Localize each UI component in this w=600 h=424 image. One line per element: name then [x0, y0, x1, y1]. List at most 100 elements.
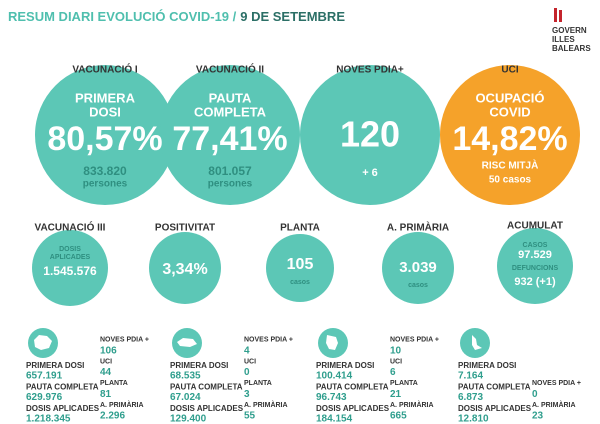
island-label: PAUTA COMPLETA: [458, 383, 531, 392]
kpi-unit: casos: [408, 282, 428, 289]
island-value: 629.976: [26, 392, 63, 403]
kpi-value: 1.545.576: [43, 264, 97, 278]
kpi-heading: COVID: [489, 104, 530, 119]
logo-icon: [554, 8, 557, 22]
kpi-heading: OCUPACIÓ: [475, 90, 544, 105]
kpi-risk: RISC MITJÀ: [482, 159, 539, 172]
island-label: DOSIS APLICADES: [316, 404, 390, 413]
island-value: 81: [100, 389, 112, 400]
island-value: 3: [244, 389, 250, 400]
island-label: PAUTA COMPLETA: [316, 383, 389, 392]
island-label: A. PRIMÀRIA: [244, 400, 288, 409]
kpi-heading: DOSIS: [59, 246, 81, 253]
kpi-count: 833.820: [83, 164, 127, 178]
island-value: 12.810: [458, 414, 489, 424]
kpi-circle: [149, 232, 221, 304]
title: RESUM DIARI EVOLUCIÓ COVID-19 /9 DE SETE…: [8, 9, 345, 24]
island-value: 23: [532, 411, 544, 422]
kpi-label: UCI: [501, 65, 518, 76]
island-shape: [472, 335, 482, 350]
kpi-value: 932 (+1): [514, 276, 556, 288]
island-label: PLANTA: [100, 380, 128, 387]
island-value: 106: [100, 346, 117, 357]
island-value: 96.743: [316, 392, 347, 403]
kpi-label: PLANTA: [280, 223, 320, 234]
island-label: PLANTA: [390, 380, 418, 387]
island-label: PRIMERA DOSI: [170, 361, 228, 370]
kpi-value: 77,41%: [172, 120, 287, 158]
island-label: DOSIS APLICADES: [458, 404, 532, 413]
island-label: PAUTA COMPLETA: [170, 383, 243, 392]
kpi-value: 105: [287, 256, 314, 273]
island-value: 68.535: [170, 371, 201, 382]
kpi-circle: [32, 230, 108, 306]
date: 9 DE SETEMBRE: [240, 9, 345, 24]
kpi-sub-label: DEFUNCIONS: [512, 265, 559, 272]
kpi-label: VACUNACIÓ I: [72, 63, 138, 76]
kpi-label: A. PRIMÀRIA: [387, 221, 449, 234]
kpi-value: 3,34%: [162, 261, 207, 278]
island-value: 10: [390, 346, 402, 357]
island-label: NOVES PDIA +: [532, 380, 581, 387]
island-label: PRIMERA DOSI: [316, 361, 374, 370]
title-text: RESUM DIARI EVOLUCIÓ COVID-19 /: [8, 9, 237, 24]
kpi-label: NOVES PDIA+: [336, 65, 404, 76]
kpi-circle: [382, 232, 454, 304]
island-label: NOVES PDIA +: [390, 337, 439, 344]
logo-text: ILLES: [552, 35, 575, 44]
island-value: 0: [244, 367, 250, 378]
logo: GOVERN ILLES BALEARS: [552, 8, 591, 53]
logo-text: GOVERN: [552, 26, 587, 35]
island-value: 67.024: [170, 392, 201, 403]
kpi-label: POSITIVITAT: [155, 223, 215, 234]
island-value: 1.218.345: [26, 414, 71, 424]
island-label: UCI: [244, 358, 256, 365]
island-label: A. PRIMÀRIA: [390, 400, 434, 409]
island-value: 55: [244, 411, 256, 422]
island-shape: [326, 335, 338, 350]
kpi-heading: PRIMERA: [75, 90, 136, 105]
island-value: 657.191: [26, 371, 63, 382]
kpi-change: + 6: [362, 167, 378, 179]
kpi-circle: [266, 234, 334, 302]
kpi-heading: DOSI: [89, 104, 121, 119]
island-shape: [34, 335, 52, 350]
island-value: 665: [390, 411, 407, 422]
logo-text: BALEARS: [552, 44, 591, 53]
island-value: 129.400: [170, 414, 207, 424]
island-label: PLANTA: [244, 380, 272, 387]
island-label: DOSIS APLICADES: [26, 404, 100, 413]
kpi-circle: [440, 65, 580, 205]
kpi-count: 801.057: [208, 164, 252, 178]
island-label: NOVES PDIA +: [244, 337, 293, 344]
kpi-circle: [497, 228, 573, 304]
kpi-label: ACUMULAT: [507, 221, 563, 232]
kpi-value: 120: [340, 114, 400, 155]
kpi-cases: 50 casos: [489, 175, 532, 186]
kpi-label: VACUNACIÓ II: [196, 63, 264, 76]
island-value: 184.154: [316, 414, 353, 424]
island-value: 6: [390, 367, 396, 378]
island-label: PAUTA COMPLETA: [26, 383, 99, 392]
kpi-circle: [300, 65, 440, 205]
kpi-value: 14,82%: [452, 120, 567, 158]
island-value: 100.414: [316, 371, 353, 382]
island-value: 2.296: [100, 411, 125, 422]
island-value: 7.164: [458, 371, 483, 382]
island-shape: [177, 338, 197, 347]
kpi-unit: persones: [83, 179, 128, 190]
kpi-circle: [35, 65, 175, 205]
logo-icon: [559, 10, 562, 22]
island-value: 0: [532, 389, 538, 400]
island-value: 21: [390, 389, 402, 400]
island-value: 44: [100, 367, 112, 378]
kpi-unit: persones: [208, 179, 253, 190]
island-label: UCI: [100, 358, 112, 365]
island-value: 4: [244, 346, 250, 357]
island-label: PRIMERA DOSI: [458, 361, 516, 370]
kpi-sub-label: CASOS: [523, 242, 548, 249]
kpi-value: 3.039: [399, 259, 437, 276]
kpi-heading: APLICADES: [50, 254, 91, 261]
